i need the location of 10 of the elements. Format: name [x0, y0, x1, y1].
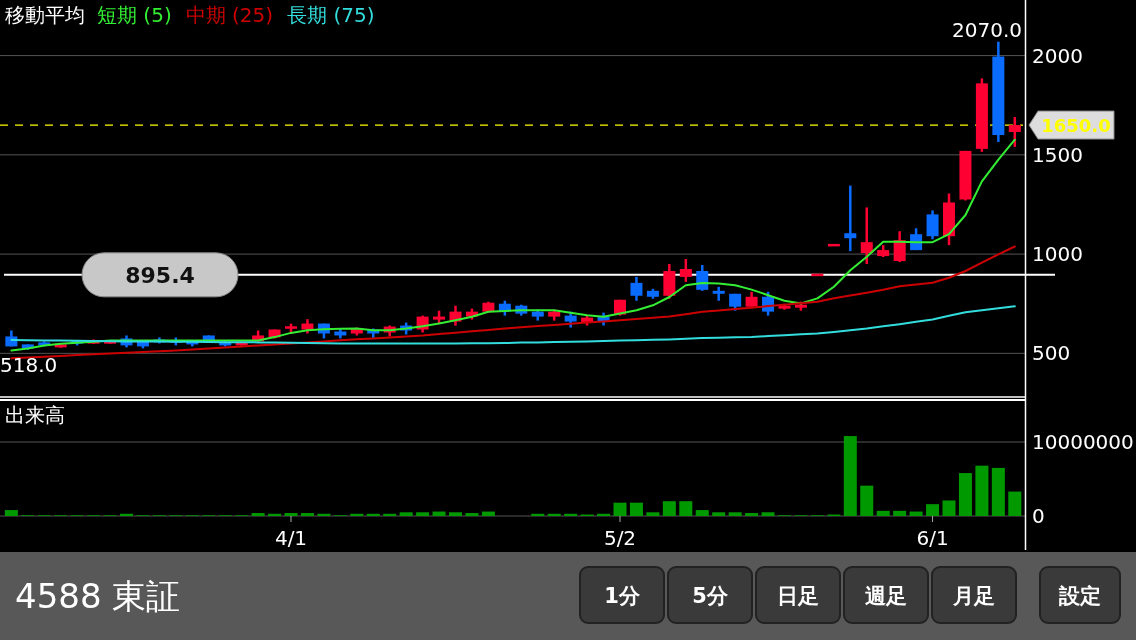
annotation: 518.0	[0, 352, 58, 377]
ref-line-label: 1650.0	[1041, 115, 1111, 137]
chart-title: 出来高	[5, 403, 65, 427]
annotation: 2070.0	[952, 17, 1022, 42]
x-tick-label: 6/1	[916, 526, 949, 550]
ref-line-label: 895.4	[125, 262, 195, 288]
x-tick-label: 5/2	[603, 526, 637, 550]
text: 4588 東証	[15, 576, 181, 616]
chart-title: 移動平均	[5, 3, 85, 27]
x-tick-label: 4/1	[274, 526, 308, 550]
